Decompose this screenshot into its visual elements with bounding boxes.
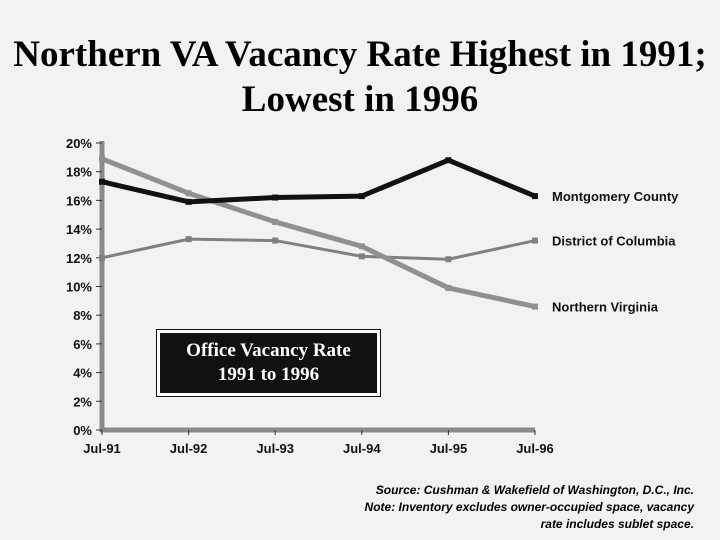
series-label-district-of-columbia: District of Columbia [552,234,676,249]
x-tick-label: Jul-92 [170,441,208,456]
y-tick-label: 14% [66,222,92,237]
y-tick-label: 2% [73,394,92,409]
data-point [272,194,279,201]
data-point [532,193,538,200]
x-tick-label: Jul-93 [256,441,294,456]
data-point [358,243,365,250]
source-line-3: rate includes sublet space. [540,517,694,531]
data-point [272,218,279,225]
data-point [99,178,105,185]
data-point [532,303,538,310]
y-tick-label: 4% [73,366,92,381]
source-line-1: Source: Cushman & Wakefield of Washingto… [375,483,694,497]
series-line-district-of-columbia [100,237,537,261]
series-label-northern-virginia: Northern Virginia [552,300,659,315]
data-point [445,256,452,263]
x-tick-label: Jul-95 [430,441,468,456]
data-point [185,236,192,243]
y-tick-label: 6% [73,337,92,352]
x-tick-label: Jul-91 [83,441,121,456]
source-line-2: Note: Inventory excludes owner-occupied … [364,500,694,514]
data-point [185,198,192,205]
chart-title-line-1: Northern VA Vacancy Rate Highest in 1991… [13,34,707,75]
x-tick-label: Jul-94 [343,441,381,456]
x-tick-label: Jul-96 [516,441,554,456]
series-line-northern-virginia [99,156,538,310]
data-point [358,253,365,260]
data-point [358,193,365,200]
data-point [532,237,538,244]
y-tick-label: 12% [66,251,92,266]
chart-title-line-2: Lowest in 1996 [241,79,479,120]
y-tick-label: 16% [66,193,92,208]
data-point [99,254,105,261]
chart-title: Northern VA Vacancy Rate Highest in 1991… [0,32,720,122]
y-tick-label: 20% [66,136,92,151]
data-point [99,155,105,162]
data-point [185,190,192,197]
y-tick-label: 10% [66,280,92,295]
data-point [445,157,452,164]
y-tick-label: 0% [73,423,92,438]
y-tick-label: 8% [73,308,92,323]
y-tick-label: 18% [66,165,92,180]
data-point [272,237,279,244]
source-note: Source: Cushman & Wakefield of Washingto… [365,482,694,533]
series-label-montgomery-county: Montgomery County [552,189,679,204]
series-line-montgomery-county [99,157,538,205]
chart-inset-label: Office Vacancy Rate 1991 to 1996 [157,330,380,396]
inset-line-2: 1991 to 1996 [217,364,320,385]
data-point [445,284,452,291]
inset-line-1: Office Vacancy Rate [186,340,351,361]
